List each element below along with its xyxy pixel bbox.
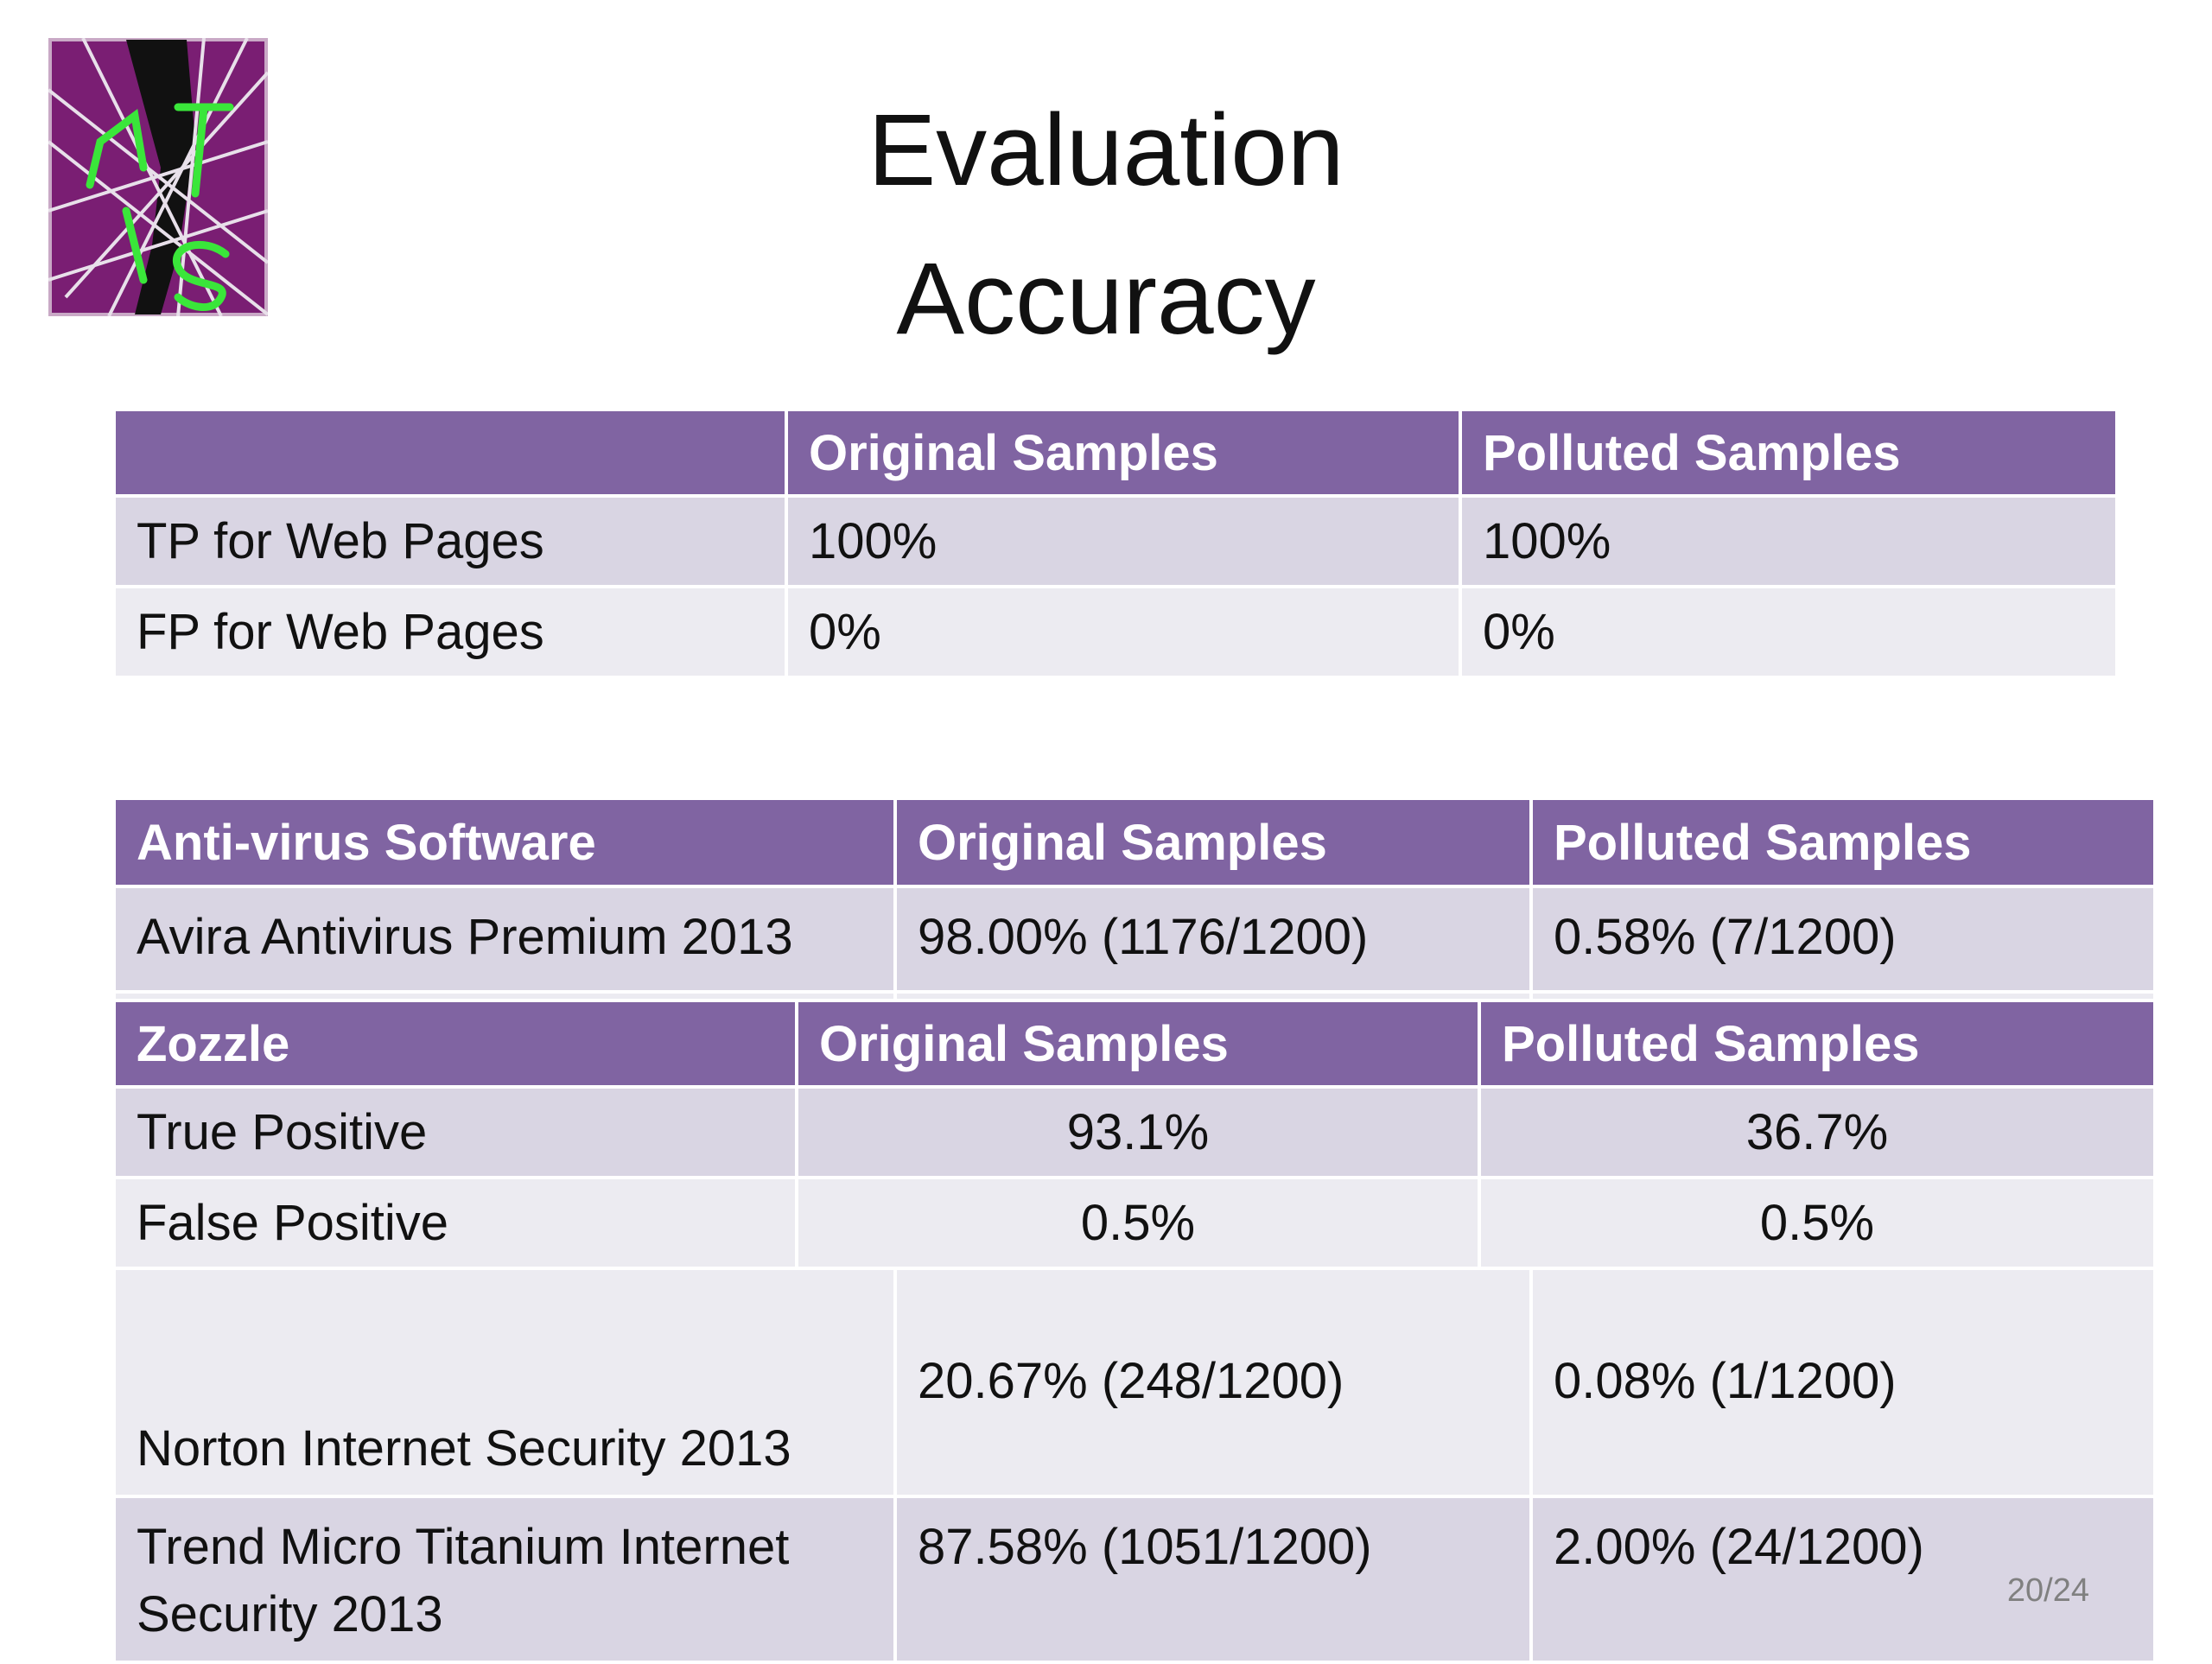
table-row: Avira Antivirus Premium 2013 98.00% (117…: [112, 885, 2157, 994]
table-cell: TP for Web Pages: [112, 494, 788, 588]
header-cell: Original Samples: [893, 797, 1533, 888]
table-cell: 2.00% (24/1200): [1529, 1495, 2157, 1664]
table-cell: Trend Micro Titanium Internet Security 2…: [112, 1495, 897, 1664]
norton-name: Norton Internet Security 2013: [137, 1420, 791, 1477]
norton-original: 20.67% (248/1200): [918, 1353, 1344, 1409]
header-cell: [112, 408, 788, 498]
table-cell: Avira Antivirus Premium 2013: [112, 885, 897, 994]
table-cell: 0.5%: [1478, 1176, 2157, 1270]
table-cell: 0.58% (7/1200): [1529, 885, 2157, 994]
header-cell: Original Samples: [795, 999, 1481, 1089]
table-cell: 100%: [1459, 494, 2119, 588]
header-cell: Polluted Samples: [1459, 408, 2119, 498]
zozzle-table: Zozzle Original Samples Polluted Samples…: [112, 999, 2157, 1270]
header-cell: Original Samples: [785, 408, 1462, 498]
page-number: 20/24: [2006, 1572, 2089, 1609]
header-cell: Polluted Samples: [1478, 999, 2157, 1089]
web-pages-table: Original Samples Polluted Samples TP for…: [112, 408, 2119, 679]
table-row: TP for Web Pages 100% 100%: [112, 494, 2119, 588]
norton-polluted: 0.08% (1/1200): [1554, 1353, 1897, 1409]
slide-title: Evaluation Accuracy: [0, 76, 2212, 373]
table-cell: False Positive: [112, 1176, 798, 1270]
header-cell: Polluted Samples: [1529, 797, 2157, 888]
table-row: Trend Micro Titanium Internet Security 2…: [112, 1495, 2157, 1664]
table-cell: 98.00% (1176/1200): [893, 885, 1533, 994]
table-cell: 93.1%: [795, 1085, 1481, 1179]
table-cell: FP for Web Pages: [112, 585, 788, 679]
table-cell: True Positive: [112, 1085, 798, 1179]
table-cell: 36.7%: [1478, 1085, 2157, 1179]
table-cell: 0.5%: [795, 1176, 1481, 1270]
table-cell: 100%: [785, 494, 1462, 588]
table-cell: 0%: [1459, 585, 2119, 679]
table-header-row: Original Samples Polluted Samples: [112, 408, 2119, 498]
table-header-row: Anti-virus Software Original Samples Pol…: [112, 797, 2157, 888]
table-row: False Positive 0.5% 0.5%: [112, 1176, 2157, 1270]
title-line-2: Accuracy: [896, 242, 1316, 356]
table-cell: 87.58% (1051/1200): [893, 1495, 1533, 1664]
table-row: True Positive 93.1% 36.7%: [112, 1085, 2157, 1179]
header-cell: Zozzle: [112, 999, 798, 1089]
header-cell: Anti-virus Software: [112, 797, 897, 888]
table-header-row: Zozzle Original Samples Polluted Samples: [112, 999, 2157, 1089]
university-logo: [48, 38, 268, 316]
table-row: FP for Web Pages 0% 0%: [112, 585, 2119, 679]
table-cell: 0%: [785, 585, 1462, 679]
title-line-1: Evaluation: [868, 93, 1344, 207]
